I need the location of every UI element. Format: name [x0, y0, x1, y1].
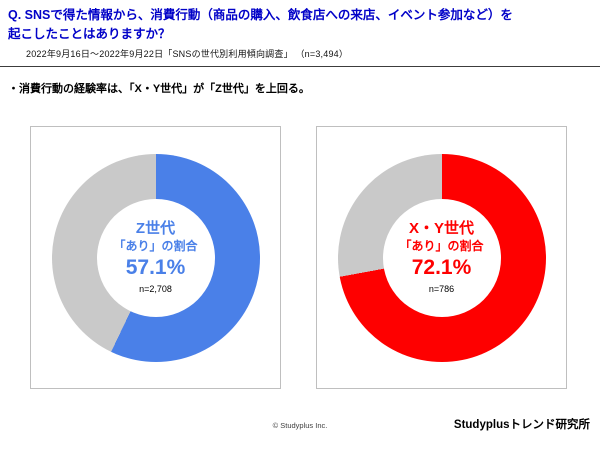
donut-chart-z-generation: Z世代 「あり」の割合 57.1% n=2,708 [51, 153, 260, 362]
brand-footer-text: Studyplusトレンド研究所 [453, 419, 590, 431]
chart-box-xy-generation: X・Y世代 「あり」の割合 72.1% n=786 [316, 126, 567, 389]
segment-name-label: Z世代 [135, 219, 176, 237]
question-title-line-1: Q. SNSで得た情報から、消費行動（商品の購入、飲食店への来店、イベント参加な… [8, 8, 513, 22]
segment-name-label: X・Y世代 [408, 219, 474, 237]
donut-center-label-xy: X・Y世代 「あり」の割合 72.1% n=786 [382, 198, 501, 317]
copyright-text: © Studyplus Inc. [272, 421, 328, 430]
sample-size-label: n=786 [428, 283, 455, 294]
segment-sublabel: 「あり」の割合 [399, 238, 484, 253]
page-title: Q. SNSで得た情報から、消費行動（商品の購入、飲食店への来店、イベント参加な… [8, 6, 596, 45]
survey-period-subtitle: 2022年9月16日～2022年9月22日「SNSの世代別利用傾向調査」 （n=… [26, 49, 349, 59]
key-finding-text: ・消費行動の経験率は、「X・Y世代」が「Z世代」を上回る。 [8, 83, 310, 95]
segment-sublabel: 「あり」の割合 [113, 238, 198, 253]
percentage-value: 72.1% [411, 255, 472, 279]
chart-box-z-generation: Z世代 「あり」の割合 57.1% n=2,708 [30, 126, 281, 389]
donut-center-label-z: Z世代 「あり」の割合 57.1% n=2,708 [96, 198, 215, 317]
percentage-value: 57.1% [125, 255, 186, 279]
header-divider-line [0, 66, 600, 67]
sample-size-label: n=2,708 [139, 283, 172, 294]
question-title-line-2: 起こしたことはありますか？ [8, 27, 171, 42]
donut-chart-xy-generation: X・Y世代 「あり」の割合 72.1% n=786 [337, 153, 546, 362]
